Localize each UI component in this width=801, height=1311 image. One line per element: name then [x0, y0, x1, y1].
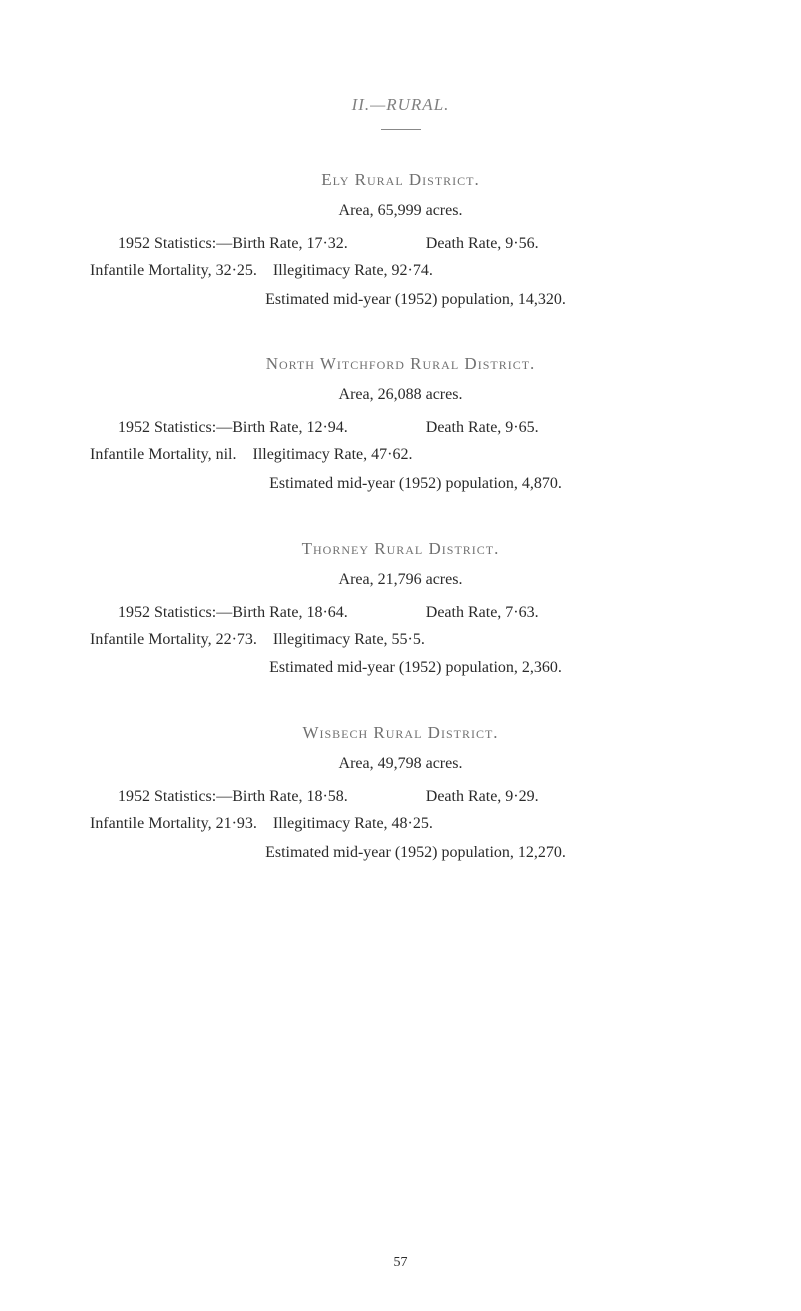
birth-stats: 1952 Statistics:—Birth Rate, 17·32. — [118, 235, 348, 252]
section-header: II.—RURAL. — [90, 95, 711, 115]
stats-line-2: Infantile Mortality, nil. Illegitimacy R… — [90, 443, 711, 468]
district-area: Area, 21,796 acres. — [90, 571, 711, 589]
header-divider — [381, 129, 421, 130]
stats-line-1: 1952 Statistics:—Birth Rate, 18·58. Death… — [90, 785, 711, 810]
district-title: Wisbech Rural District. — [90, 723, 711, 743]
death-stats: Death Rate, 7·63. — [426, 604, 539, 621]
district-title: Ely Rural District. — [90, 170, 711, 190]
stats-line-1: 1952 Statistics:—Birth Rate, 17·32. Death… — [90, 232, 711, 257]
district-thorney: Thorney Rural District. Area, 21,796 acr… — [90, 539, 711, 681]
death-stats: Death Rate, 9·65. — [426, 419, 539, 436]
district-witchford: North Witchford Rural District. Area, 26… — [90, 354, 711, 496]
estimated-pop: Estimated mid-year (1952) population, 2,… — [90, 656, 711, 681]
district-wisbech: Wisbech Rural District. Area, 49,798 acr… — [90, 723, 711, 865]
stats-line-1: 1952 Statistics:—Birth Rate, 12·94. Death… — [90, 416, 711, 441]
district-ely: Ely Rural District. Area, 65,999 acres. … — [90, 170, 711, 312]
birth-stats: 1952 Statistics:—Birth Rate, 18·64. — [118, 604, 348, 621]
district-area: Area, 65,999 acres. — [90, 202, 711, 220]
stats-line-1: 1952 Statistics:—Birth Rate, 18·64. Death… — [90, 601, 711, 626]
birth-stats: 1952 Statistics:—Birth Rate, 18·58. — [118, 788, 348, 805]
stats-line-2: Infantile Mortality, 32·25. Illegitimacy… — [90, 259, 711, 284]
district-title: Thorney Rural District. — [90, 539, 711, 559]
page-number: 57 — [394, 1255, 408, 1271]
stats-line-2: Infantile Mortality, 22·73. Illegitimacy… — [90, 628, 711, 653]
district-title: North Witchford Rural District. — [90, 354, 711, 374]
death-stats: Death Rate, 9·56. — [426, 235, 539, 252]
death-stats: Death Rate, 9·29. — [426, 788, 539, 805]
estimated-pop: Estimated mid-year (1952) population, 14… — [90, 288, 711, 313]
birth-stats: 1952 Statistics:—Birth Rate, 12·94. — [118, 419, 348, 436]
estimated-pop: Estimated mid-year (1952) population, 12… — [90, 841, 711, 866]
district-area: Area, 49,798 acres. — [90, 755, 711, 773]
estimated-pop: Estimated mid-year (1952) population, 4,… — [90, 472, 711, 497]
stats-line-2: Infantile Mortality, 21·93. Illegitimacy… — [90, 812, 711, 837]
district-area: Area, 26,088 acres. — [90, 386, 711, 404]
